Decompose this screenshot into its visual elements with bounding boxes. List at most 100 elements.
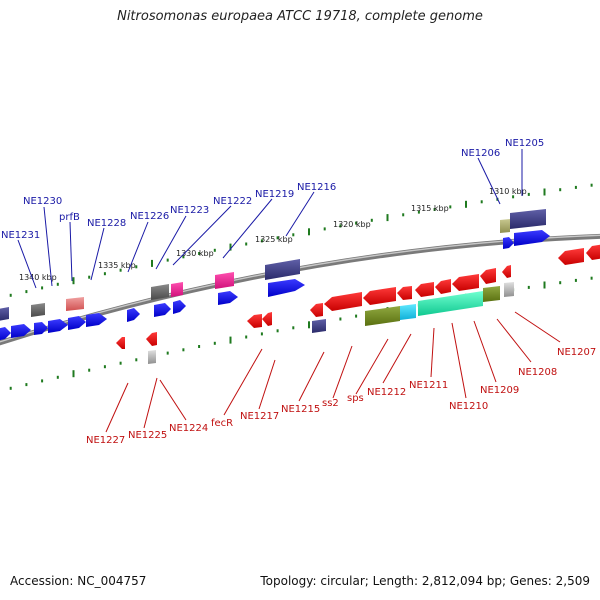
gene-arrow[interactable] xyxy=(68,316,86,330)
gene-arrow[interactable] xyxy=(500,219,510,233)
gene-label[interactable]: sps xyxy=(347,393,364,404)
gene-arrow[interactable] xyxy=(452,274,479,291)
gene-label[interactable]: NE1227 xyxy=(86,435,125,446)
gene-arrow[interactable] xyxy=(363,287,396,305)
minor-tick xyxy=(213,248,216,252)
gene-arrow[interactable] xyxy=(265,259,300,280)
gene-arrow[interactable] xyxy=(247,314,262,328)
genome-title: Nitrosomonas europaea ATCC 19718, comple… xyxy=(117,9,483,24)
gene-arrow[interactable] xyxy=(0,327,11,341)
minor-tick xyxy=(135,265,138,269)
gene-arrow[interactable] xyxy=(173,300,186,314)
gene-arrow[interactable] xyxy=(171,282,183,297)
minor-tick xyxy=(449,205,452,209)
gene-label[interactable]: NE1208 xyxy=(518,367,557,378)
gene-label[interactable]: NE1217 xyxy=(240,411,279,422)
scale-label: 1330 kbp xyxy=(176,249,214,258)
gene-arrow[interactable] xyxy=(558,248,584,265)
gene-arrow[interactable] xyxy=(218,291,238,305)
gene-label[interactable]: NE1219 xyxy=(255,189,294,200)
scale-label: 1340 kbp xyxy=(19,273,57,282)
gene-label[interactable]: NE1212 xyxy=(367,387,406,398)
gene-label[interactable]: NE1226 xyxy=(130,211,169,222)
gene-label[interactable]: NE1222 xyxy=(213,196,252,207)
gene-arrow[interactable] xyxy=(11,324,31,338)
gene-arrow[interactable] xyxy=(148,350,156,364)
gene-arrow[interactable] xyxy=(435,279,451,294)
gene-arrow[interactable] xyxy=(146,332,157,346)
gene-label[interactable]: NE1224 xyxy=(169,423,208,434)
gene-arrow[interactable] xyxy=(418,291,483,316)
gene-label[interactable]: NE1225 xyxy=(128,430,167,441)
minor-tick xyxy=(339,317,342,321)
minor-tick xyxy=(574,278,577,282)
gene-arrow[interactable] xyxy=(502,265,511,278)
minor-tick xyxy=(339,224,342,228)
gene-arrow[interactable] xyxy=(34,322,48,335)
gene-label[interactable]: NE1231 xyxy=(1,230,40,241)
gene-label[interactable]: NE1206 xyxy=(461,148,500,159)
gene-arrow[interactable] xyxy=(86,313,107,327)
gene-arrow[interactable] xyxy=(483,286,500,302)
gene-arrow[interactable] xyxy=(365,306,400,326)
gene-label[interactable]: NE1216 xyxy=(297,182,336,193)
minor-tick xyxy=(41,286,44,290)
gene-label[interactable]: fecR xyxy=(211,418,233,429)
scale-labels: 1340 kbp 1335 kbp 1330 kbp 1325 kbp 1320… xyxy=(19,187,527,282)
gene-label[interactable]: ss2 xyxy=(322,398,339,409)
gene-arrow[interactable] xyxy=(154,303,171,317)
minor-tick xyxy=(56,282,59,286)
gene-arrow[interactable] xyxy=(268,279,305,297)
gene-arrow[interactable] xyxy=(0,307,9,321)
scale-label: 1325 kbp xyxy=(255,235,293,244)
minor-tick xyxy=(213,341,216,345)
minor-tick xyxy=(245,335,248,339)
bottom-leader-lines xyxy=(105,311,561,433)
gene-arrow[interactable] xyxy=(48,319,68,333)
minor-tick xyxy=(355,314,358,318)
gene-arrow[interactable] xyxy=(66,297,84,311)
gene-label[interactable]: NE1211 xyxy=(409,380,448,391)
gene-arrow[interactable] xyxy=(514,230,550,246)
gene-arrow[interactable] xyxy=(504,282,514,297)
minor-tick xyxy=(402,213,405,217)
minor-tick xyxy=(166,258,169,262)
gene-arrow[interactable] xyxy=(310,303,323,317)
gene-arrow[interactable] xyxy=(586,244,600,260)
minor-tick xyxy=(198,252,201,255)
minor-tick xyxy=(260,239,263,243)
major-tick xyxy=(229,336,232,344)
gene-arrow[interactable] xyxy=(215,272,234,289)
gene-arrow[interactable] xyxy=(400,304,416,320)
gene-arrow[interactable] xyxy=(415,282,434,297)
gene-arrow[interactable] xyxy=(480,268,496,284)
gene-arrow[interactable] xyxy=(262,312,272,326)
minor-tick xyxy=(25,383,28,387)
gene-arrow[interactable] xyxy=(31,303,45,317)
minor-tick xyxy=(119,361,122,365)
major-tick xyxy=(229,243,232,251)
gene-label[interactable]: NE1228 xyxy=(87,218,126,229)
gene-label[interactable]: NE1215 xyxy=(281,404,320,415)
gene-arrow[interactable] xyxy=(510,209,546,229)
gene-label[interactable]: NE1209 xyxy=(480,385,519,396)
gene-label[interactable]: NE1205 xyxy=(505,138,544,149)
gene-label[interactable]: NE1223 xyxy=(170,205,209,216)
top-gene-labels: NE1231 NE1230 prfB NE1228 NE1226 NE1223 … xyxy=(1,138,544,241)
gene-arrow[interactable] xyxy=(324,292,362,311)
gene-arrow[interactable] xyxy=(151,284,169,300)
gene-label[interactable]: NE1230 xyxy=(23,196,62,207)
gene-arrow[interactable] xyxy=(312,319,326,333)
gene-arrow[interactable] xyxy=(503,237,514,249)
gene-arrow[interactable] xyxy=(116,337,125,349)
gene-arrow[interactable] xyxy=(127,308,140,322)
gene-label[interactable]: NE1207 xyxy=(557,347,596,358)
scale-label: 1320 kbp xyxy=(333,220,371,229)
gene-label[interactable]: NE1210 xyxy=(449,401,488,412)
minor-tick xyxy=(559,188,562,192)
minor-tick xyxy=(182,348,185,352)
minor-tick xyxy=(245,242,248,246)
gene-arrow[interactable] xyxy=(397,286,412,300)
gene-label[interactable]: prfB xyxy=(59,212,80,223)
